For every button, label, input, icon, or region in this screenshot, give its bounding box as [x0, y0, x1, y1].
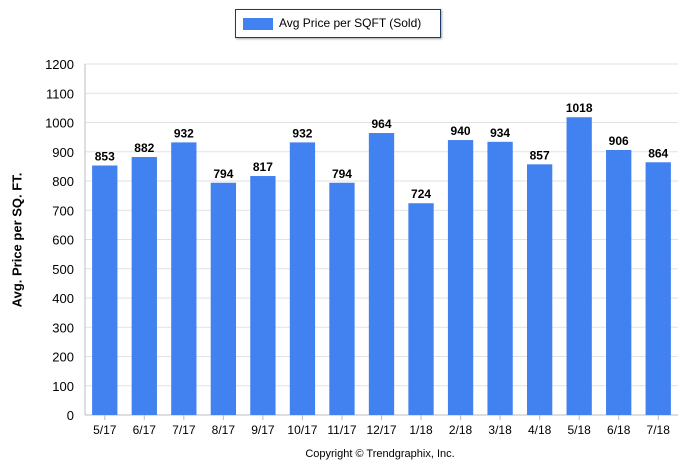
y-tick-label: 1200 — [45, 57, 74, 72]
y-tick-label: 1100 — [46, 86, 74, 101]
bar — [368, 133, 395, 415]
x-tick-label: 9/17 — [251, 423, 275, 437]
x-tick-label: 7/18 — [647, 423, 671, 437]
bar — [92, 165, 118, 415]
x-tick-label: 11/17 — [327, 423, 356, 437]
x-tick-label: 2/18 — [449, 423, 473, 437]
bar — [289, 142, 316, 415]
bar — [566, 117, 592, 416]
data-label: 853 — [95, 149, 115, 163]
x-tick-label: 12/17 — [366, 423, 396, 437]
y-tick-label: 300 — [52, 320, 74, 335]
y-tick-label: 0 — [67, 408, 74, 423]
x-tick-label: 8/17 — [212, 423, 236, 437]
x-tick-label: 4/18 — [528, 423, 552, 437]
bar — [329, 182, 355, 415]
bar — [526, 164, 553, 415]
legend-swatch — [243, 18, 273, 30]
y-tick-label: 800 — [52, 174, 74, 189]
data-label: 934 — [490, 126, 510, 140]
bar — [487, 141, 513, 415]
legend: Avg Price per SQFT (Sold) — [235, 9, 441, 38]
data-label: 794 — [332, 167, 352, 181]
data-label: 794 — [213, 167, 233, 181]
y-tick-label: 500 — [52, 262, 74, 277]
copyright-text: Copyright © Trendgraphix, Inc. — [305, 448, 455, 460]
data-label: 857 — [530, 148, 550, 162]
bar — [171, 142, 197, 415]
data-label: 817 — [253, 160, 273, 174]
data-label: 932 — [174, 126, 194, 140]
y-tick-label: 200 — [52, 350, 74, 365]
y-tick-label: 900 — [52, 145, 74, 160]
bar — [210, 182, 237, 415]
y-tick-label: 100 — [52, 379, 74, 394]
y-tick-label: 1000 — [45, 116, 74, 131]
y-tick-label: 400 — [52, 291, 74, 306]
legend-label: Avg Price per SQFT (Sold) — [279, 16, 422, 30]
y-tick-label: 700 — [52, 203, 74, 218]
data-label: 882 — [134, 141, 154, 155]
x-tick-label: 5/18 — [567, 423, 591, 437]
x-tick-label: 3/18 — [488, 423, 512, 437]
x-tick-label: 6/18 — [607, 423, 631, 437]
bar — [131, 157, 157, 415]
bar — [606, 149, 632, 415]
bar — [447, 140, 474, 416]
data-label: 864 — [648, 146, 668, 160]
data-label: 940 — [451, 124, 471, 138]
data-label: 964 — [371, 117, 391, 131]
bar — [250, 176, 276, 415]
x-tick-label: 6/17 — [133, 423, 157, 437]
data-label: 1018 — [566, 101, 593, 115]
x-tick-label: 1/18 — [409, 423, 433, 437]
data-label: 906 — [609, 134, 629, 148]
y-tick-label: 600 — [52, 233, 74, 248]
x-tick-label: 7/17 — [172, 423, 196, 437]
data-label: 724 — [411, 187, 431, 201]
x-tick-label: 10/17 — [287, 423, 317, 437]
data-label: 932 — [292, 126, 312, 140]
bar — [408, 203, 434, 415]
bar — [645, 162, 671, 415]
x-tick-label: 5/17 — [93, 423, 117, 437]
